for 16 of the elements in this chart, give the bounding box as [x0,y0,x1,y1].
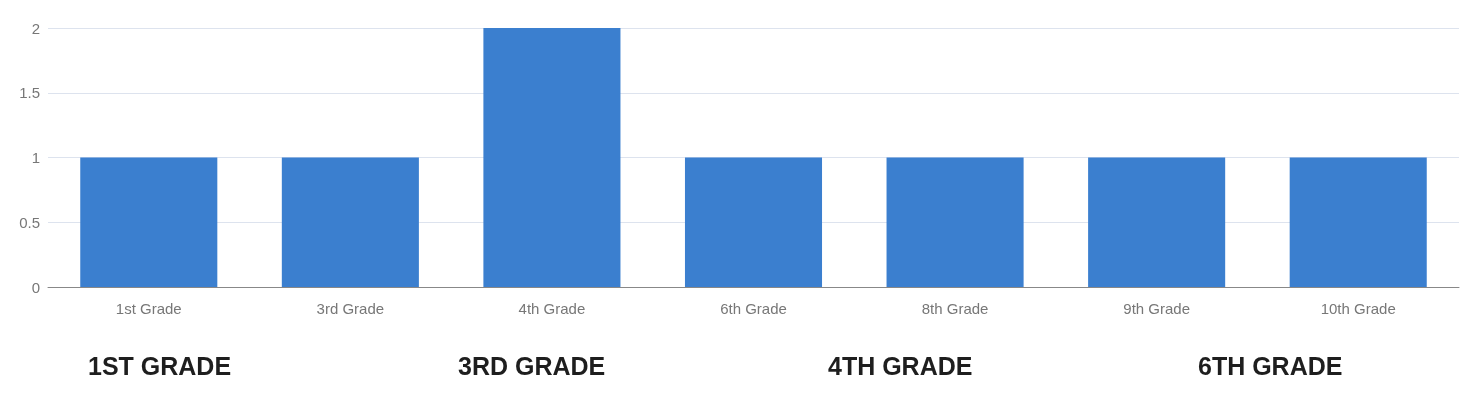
y-tick-label: 1.5 [19,84,40,102]
text: 1ST GRADE [88,351,232,380]
text: 3RD GRADE [458,351,606,380]
y-tick-label: 0.5 [19,213,40,231]
x-tick-label: 4th Grade [518,300,586,317]
x-tick-label: 3rd Grade [316,300,385,317]
x-tick-label: 10th Grade [1320,300,1396,317]
x-tick-label: 6th Grade [720,300,787,317]
y-tick-label: 0 [31,278,40,296]
y-tick-label: 1 [31,149,40,166]
text: 6TH GRADE [1198,351,1343,380]
x-tick-label: 1st Grade [115,300,182,317]
x-tick-label: 9th Grade [1123,300,1190,317]
x-tick-label: 8th Grade [921,300,989,317]
y-tick-label: 2 [31,19,40,37]
text: 4TH GRADE [828,351,973,380]
